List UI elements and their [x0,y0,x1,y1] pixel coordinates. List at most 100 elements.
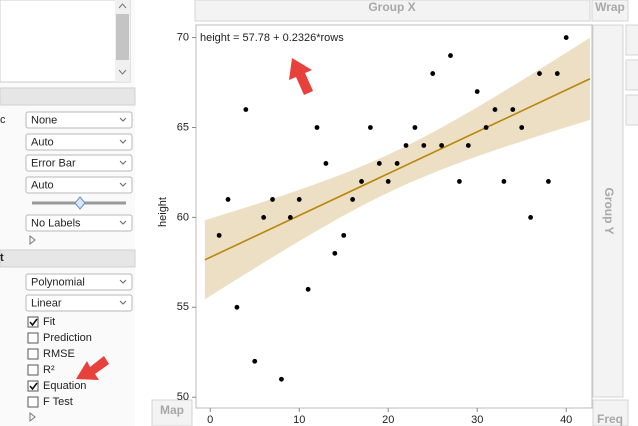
point [439,143,445,148]
point [234,304,240,310]
scroll-down[interactable] [118,69,127,75]
wrap-label: Wrap [595,0,625,14]
dropdown-value: No Labels [31,217,81,229]
dropdown-chevron [119,279,127,284]
checkbox[interactable] [27,348,39,360]
checkbox[interactable] [27,332,39,344]
point [296,197,302,202]
map-zone[interactable] [151,399,193,426]
point [412,125,418,130]
group-x-zone[interactable] [194,0,591,22]
point [314,125,320,130]
point [537,71,542,76]
point [359,179,364,184]
point [368,125,373,130]
scroll-thumb[interactable] [116,14,129,60]
point [252,358,258,364]
dropdown[interactable] [25,176,133,194]
freq-zone[interactable] [592,399,629,426]
y-axis-label: height [157,197,169,227]
point [279,376,284,382]
section-label: c [0,114,6,126]
x-tick-label: 20 [382,414,394,426]
equation: height = 57.78 + 0.2326*rows [200,32,344,44]
freq-label: Freq [597,412,623,426]
group-x-label: Group X [368,0,415,14]
checkbox[interactable] [27,316,39,328]
variable-list[interactable] [0,0,131,83]
disclosure[interactable] [29,234,36,246]
dropdown-value: Auto [31,136,54,148]
checkbox[interactable] [27,396,39,408]
dropdown-value: None [31,114,57,126]
point [385,179,391,184]
point [421,143,427,148]
point [350,197,356,202]
checkbox-label: F Test [43,396,73,408]
point [376,161,382,166]
point [501,179,507,184]
checkbox[interactable] [27,380,39,392]
side-zone[interactable] [625,94,638,126]
dropdown[interactable] [25,294,133,312]
point [519,125,525,130]
point [448,53,453,58]
annotation-arrow [289,58,313,95]
check-mark [29,382,38,391]
checkbox-label: Fit [43,316,55,328]
dropdown-chevron [119,220,127,225]
dropdown[interactable] [25,273,133,291]
point [261,214,267,220]
point [554,71,560,76]
point [492,107,498,112]
x-tick-label: 40 [560,414,572,426]
dropdown[interactable] [25,214,133,232]
point [225,197,231,202]
dropdown-chevron [119,117,127,122]
group-y-label: Group Y [602,187,616,234]
slider-thumb[interactable] [74,196,86,210]
point [341,232,347,238]
scroll-up[interactable] [118,3,127,9]
y-tick-label: 60 [177,211,189,223]
checkbox-label: Equation [43,380,86,392]
checkbox-label: RMSE [43,348,75,360]
section-header [0,249,136,268]
wrap-zone[interactable] [591,0,629,22]
dropdown-chevron [119,139,127,144]
checkbox[interactable] [27,364,39,376]
point [483,125,489,130]
dropdown-chevron [119,182,127,187]
point [287,214,293,220]
point [216,232,222,238]
point [545,179,551,184]
dropdown-chevron [119,160,127,165]
point [323,161,329,166]
plot-area: 50 55 60 65 70 0 10 20 30 40 [177,31,591,426]
dropdown-value: Auto [31,179,54,191]
point [243,107,249,112]
group-y-zone[interactable] [592,24,624,398]
y-tick-label: 50 [177,391,189,403]
y-tick-label: 70 [177,31,189,43]
x-tick-label: 10 [293,414,305,426]
dropdown[interactable] [25,111,133,129]
dropdown[interactable] [25,154,133,172]
point [403,143,409,148]
annotation-arrow [76,356,109,380]
dropdown-value: Error Bar [31,157,76,169]
side-zone[interactable] [625,59,638,91]
x-tick-label: 30 [471,414,483,426]
point [465,143,471,148]
point [474,89,480,94]
disclosure[interactable] [29,411,36,423]
section-label: t [0,252,4,264]
map-label: Map [160,403,184,417]
side-zone[interactable] [625,24,638,56]
dropdown-value: Linear [31,297,62,309]
dropdown[interactable] [25,133,133,151]
dropdown-value: Polynomial [31,276,85,288]
point [528,214,533,220]
point [270,197,275,202]
checkbox-label: Prediction [43,332,92,344]
